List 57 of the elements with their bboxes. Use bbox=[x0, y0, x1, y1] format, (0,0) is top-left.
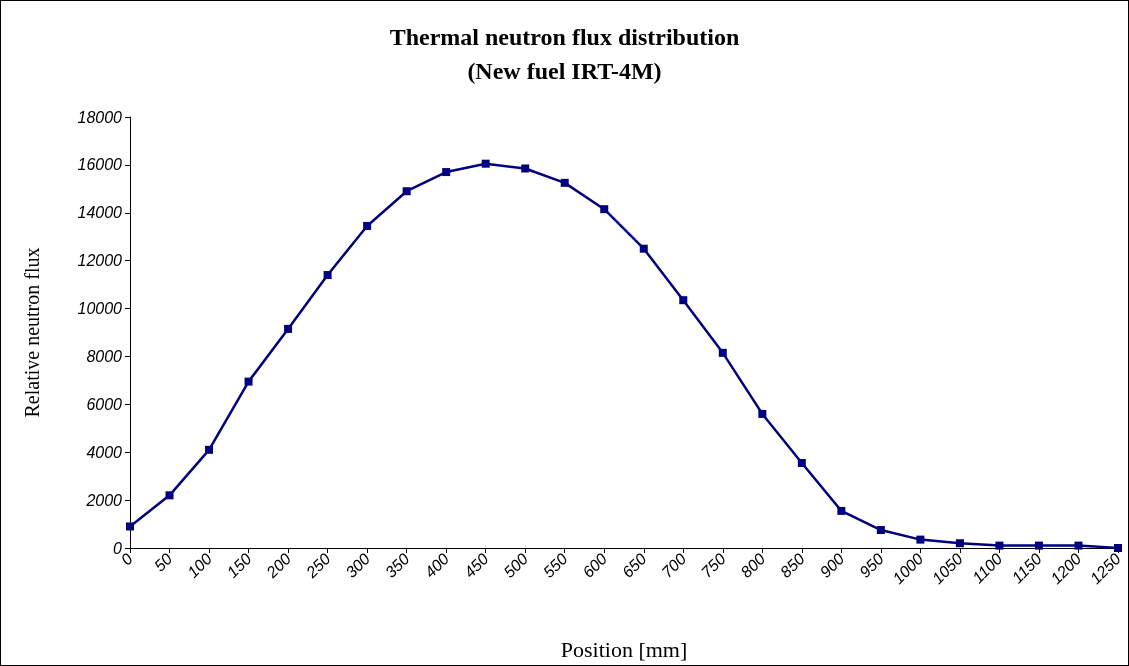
y-tick-label: 12000 bbox=[77, 252, 123, 270]
point bbox=[916, 535, 925, 544]
point bbox=[244, 377, 253, 386]
y-tick-label: 6000 bbox=[86, 395, 123, 413]
chart-title: Thermal neutron flux distribution (New fuel IRT-4M) bbox=[389, 24, 740, 84]
y-tick-label: 16000 bbox=[77, 156, 123, 174]
x-tick-label: 200 bbox=[262, 549, 295, 582]
x-tick-label: 900 bbox=[816, 549, 848, 581]
x-tick-label: 300 bbox=[342, 549, 374, 581]
point bbox=[1074, 541, 1083, 550]
point bbox=[402, 187, 411, 196]
point bbox=[995, 541, 1004, 550]
point bbox=[955, 539, 964, 548]
x-tick-label: 450 bbox=[460, 549, 492, 581]
point bbox=[876, 526, 885, 535]
x-tick-label: 700 bbox=[658, 549, 690, 581]
point bbox=[718, 348, 727, 357]
x-tick-label: 400 bbox=[421, 549, 453, 581]
point bbox=[758, 409, 767, 418]
y-tick-label: 8000 bbox=[86, 347, 123, 365]
point bbox=[639, 244, 648, 253]
point bbox=[1034, 541, 1043, 550]
point bbox=[284, 324, 293, 333]
x-tick-label: 100 bbox=[184, 549, 216, 581]
x-tick-label: 950 bbox=[856, 549, 887, 581]
y-tick-label: 18000 bbox=[77, 108, 123, 126]
y-axis-title: Relative neutron flux bbox=[21, 247, 43, 418]
point bbox=[323, 271, 332, 280]
point bbox=[205, 445, 214, 454]
point bbox=[481, 159, 490, 168]
x-tick-label: 850 bbox=[776, 549, 808, 581]
x-tick-label: 350 bbox=[381, 549, 413, 581]
point bbox=[560, 178, 569, 187]
point bbox=[679, 296, 688, 305]
x-tick-label: 250 bbox=[302, 549, 334, 582]
x-tick-label: 650 bbox=[618, 549, 650, 581]
point bbox=[797, 459, 806, 467]
y-tick-label: 2000 bbox=[85, 491, 123, 509]
y-tick-label: 4000 bbox=[86, 443, 123, 461]
x-tick-label: 500 bbox=[500, 549, 532, 581]
x-tick-label: 50 bbox=[150, 549, 176, 575]
point bbox=[1114, 544, 1122, 552]
x-tick-label: 550 bbox=[539, 549, 571, 581]
x-tick-label: 600 bbox=[579, 549, 611, 581]
point bbox=[600, 205, 609, 214]
y-tick-label: 10000 bbox=[77, 300, 123, 318]
point bbox=[837, 506, 846, 515]
point bbox=[126, 522, 134, 531]
x-tick-label: 800 bbox=[737, 549, 769, 581]
point bbox=[363, 221, 372, 230]
point bbox=[165, 491, 174, 500]
x-axis-title: Position [mm] bbox=[560, 636, 688, 662]
point bbox=[442, 168, 451, 177]
x-tick-label: 150 bbox=[223, 549, 255, 581]
x-tick-label: 750 bbox=[697, 549, 729, 581]
point bbox=[521, 164, 530, 173]
y-tick-label: 14000 bbox=[77, 204, 123, 222]
